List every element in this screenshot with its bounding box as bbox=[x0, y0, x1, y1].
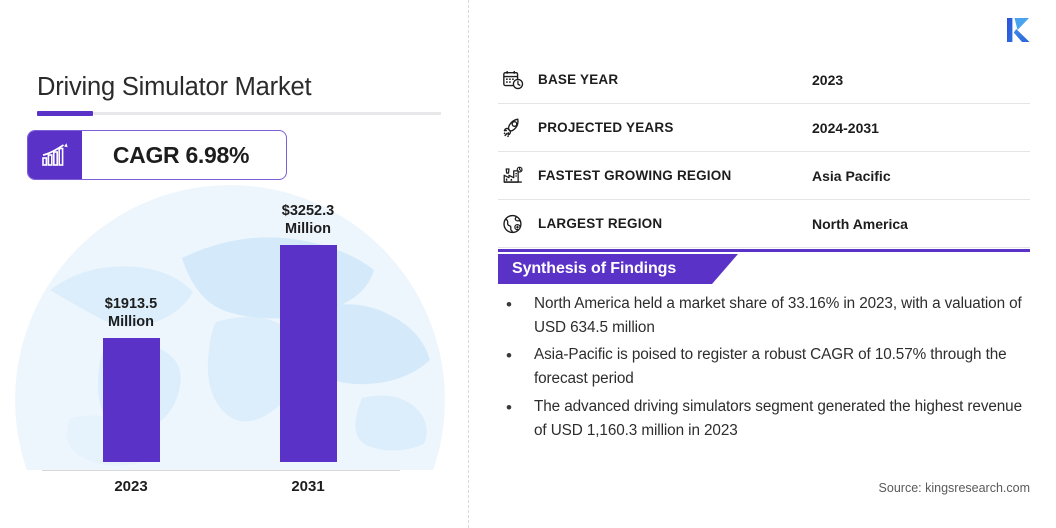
right-panel: BASE YEAR 2023 bbox=[470, 0, 1056, 528]
bar-value-2023-line1: $1913.5 bbox=[104, 296, 158, 312]
table-row-label: BASE YEAR bbox=[538, 72, 619, 87]
table-row: BASE YEAR 2023 bbox=[498, 56, 1030, 104]
synthesis-heading: Synthesis of Findings bbox=[512, 260, 677, 277]
synthesis-top-rule bbox=[498, 249, 1030, 252]
synthesis-banner: Synthesis of Findings bbox=[498, 254, 738, 284]
page-title: Driving Simulator Market bbox=[37, 73, 312, 101]
list-item-text: North America held a market share of 33.… bbox=[534, 295, 1022, 336]
table-row-label: LARGEST REGION bbox=[538, 216, 663, 231]
table-row-value: Asia Pacific bbox=[812, 167, 891, 184]
table-row-label: FASTEST GROWING REGION bbox=[538, 168, 732, 183]
bar-2023 bbox=[103, 338, 160, 462]
table-row-value: 2023 bbox=[812, 71, 844, 88]
globe-icon bbox=[498, 213, 538, 235]
bar-chart: $1913.5 Million 2023 $3252.3 Million 203… bbox=[0, 190, 462, 510]
key-facts-table: BASE YEAR 2023 bbox=[498, 56, 1030, 248]
synthesis-banner-shape bbox=[498, 254, 738, 284]
title-rule-accent bbox=[37, 111, 93, 116]
list-item: • The advanced driving simulators segmen… bbox=[498, 395, 1038, 442]
calendar-clock-icon bbox=[498, 69, 538, 91]
table-row: FASTEST GROWING REGION Asia Pacific bbox=[498, 152, 1030, 200]
bar-label-2023: $1913.5 Million bbox=[61, 296, 201, 331]
table-row-label: PROJECTED YEARS bbox=[538, 120, 674, 135]
panel-divider bbox=[468, 0, 469, 528]
bar-value-2031-line1: $3252.3 bbox=[281, 203, 335, 219]
synthesis-bullet-list: • North America held a market share of 3… bbox=[498, 292, 1038, 446]
bar-label-2031: $3252.3 Million bbox=[238, 203, 378, 238]
bullet-marker-icon: • bbox=[506, 295, 512, 314]
table-row-value: North America bbox=[812, 215, 908, 232]
bar-chart-growth-icon bbox=[28, 131, 82, 179]
table-row-value: 2024-2031 bbox=[812, 119, 879, 136]
kings-research-k-logo bbox=[1007, 18, 1030, 42]
list-item: • North America held a market share of 3… bbox=[498, 292, 1038, 339]
axis-label-2031: 2031 bbox=[291, 478, 325, 495]
bullet-marker-icon: • bbox=[506, 397, 512, 417]
bar-value-2023-line2: Million bbox=[108, 313, 154, 330]
list-item: • Asia-Pacific is poised to register a r… bbox=[498, 343, 1038, 390]
bar-value-2031-line2: Million bbox=[285, 220, 331, 237]
chart-baseline bbox=[42, 470, 400, 471]
cagr-badge: CAGR 6.98% bbox=[27, 130, 287, 180]
source-attribution: Source: kingsresearch.com bbox=[878, 481, 1030, 495]
list-item-text: Asia-Pacific is poised to register a rob… bbox=[534, 346, 1007, 388]
left-panel: Driving Simulator Market CAGR 6.98% bbox=[0, 0, 462, 528]
cagr-value: CAGR 6.98% bbox=[112, 141, 250, 168]
table-row: PROJECTED YEARS 2024-2031 bbox=[498, 104, 1030, 152]
bullet-marker-icon: • bbox=[506, 346, 512, 366]
title-rule bbox=[37, 112, 441, 115]
bar-2031 bbox=[280, 245, 337, 462]
rocket-icon bbox=[498, 117, 538, 139]
factory-icon bbox=[498, 165, 538, 187]
list-item-text: The advanced driving simulators segment … bbox=[534, 397, 1023, 439]
axis-label-2023: 2023 bbox=[114, 478, 148, 495]
table-row: LARGEST REGION North America bbox=[498, 200, 1030, 248]
